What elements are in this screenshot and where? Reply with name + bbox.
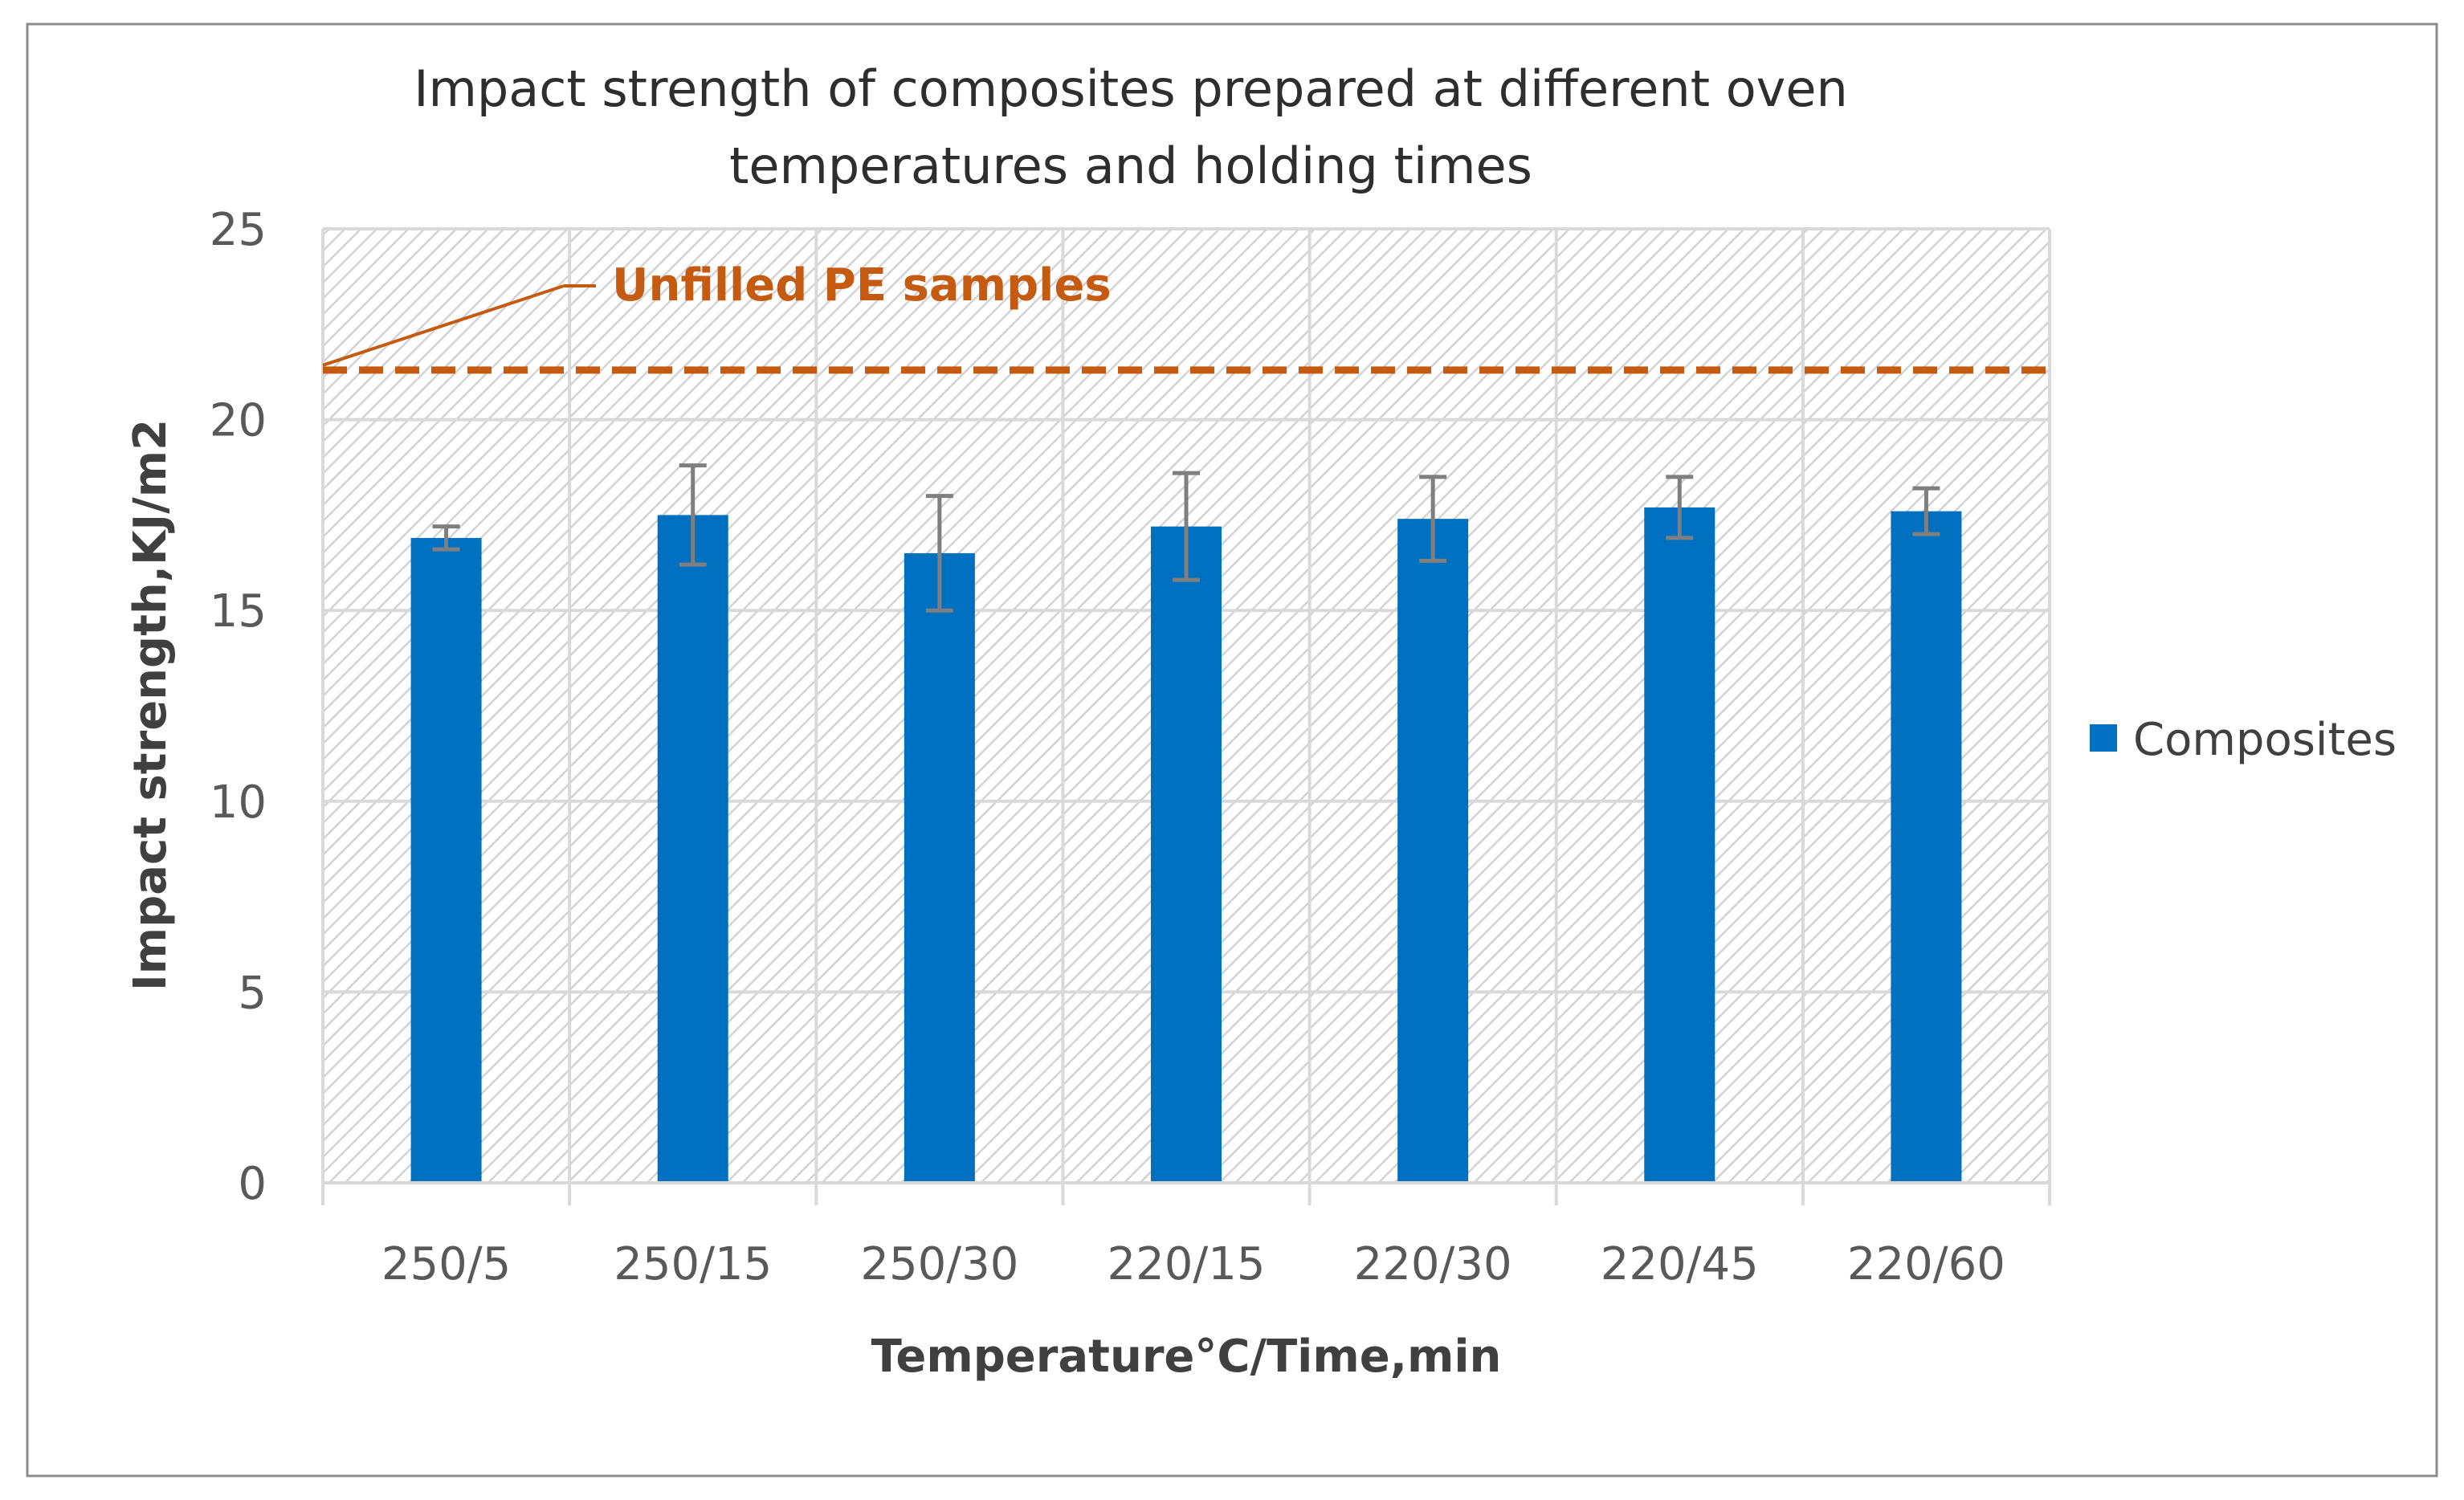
- x-tick-label: 250/5: [381, 1238, 511, 1290]
- y-tick-label: 25: [210, 204, 267, 256]
- y-tick-label: 5: [238, 967, 267, 1019]
- legend-label: Composites: [2133, 714, 2397, 766]
- x-tick-label: 250/30: [860, 1238, 1018, 1290]
- bar: [1644, 507, 1715, 1183]
- y-axis: 0 5 10 15 20 25: [210, 204, 267, 1210]
- x-axis: 250/5 250/15 250/30 220/15 220/30 220/45 220/6…: [321, 1181, 2051, 1290]
- y-tick-label: 15: [210, 585, 267, 638]
- bar: [1891, 511, 1962, 1183]
- y-axis-label: Impact strength,KJ/m2: [124, 419, 177, 991]
- bar: [410, 537, 482, 1183]
- x-tick-label: 220/45: [1601, 1238, 1759, 1290]
- x-tick-label: 220/60: [1847, 1238, 2005, 1290]
- x-tick-label: 220/30: [1354, 1238, 1512, 1290]
- x-tick-label: 250/15: [614, 1238, 772, 1290]
- error-bars: [432, 463, 1940, 613]
- bar: [1397, 519, 1469, 1183]
- x-axis-label: Temperature°C/Time,min: [871, 1331, 1502, 1383]
- reference-label: Unfilled PE samples: [612, 259, 1112, 312]
- bar: [657, 515, 728, 1183]
- bar-series: [410, 507, 1962, 1183]
- chart-title-line-2: temperatures and holding times: [729, 137, 1532, 195]
- bar: [904, 552, 975, 1183]
- reference-leader-line: [322, 284, 565, 367]
- y-tick-label: 10: [210, 776, 267, 829]
- legend-swatch: [2090, 724, 2117, 752]
- y-tick-label: 0: [238, 1158, 267, 1210]
- reference-line-group: Unfilled PE samples: [322, 259, 2050, 374]
- chart-title-line-1: Impact strength of composites prepared a…: [414, 59, 1848, 118]
- y-tick-label: 20: [210, 395, 267, 447]
- bar: [1151, 526, 1222, 1183]
- x-tick-label: 220/15: [1107, 1238, 1265, 1290]
